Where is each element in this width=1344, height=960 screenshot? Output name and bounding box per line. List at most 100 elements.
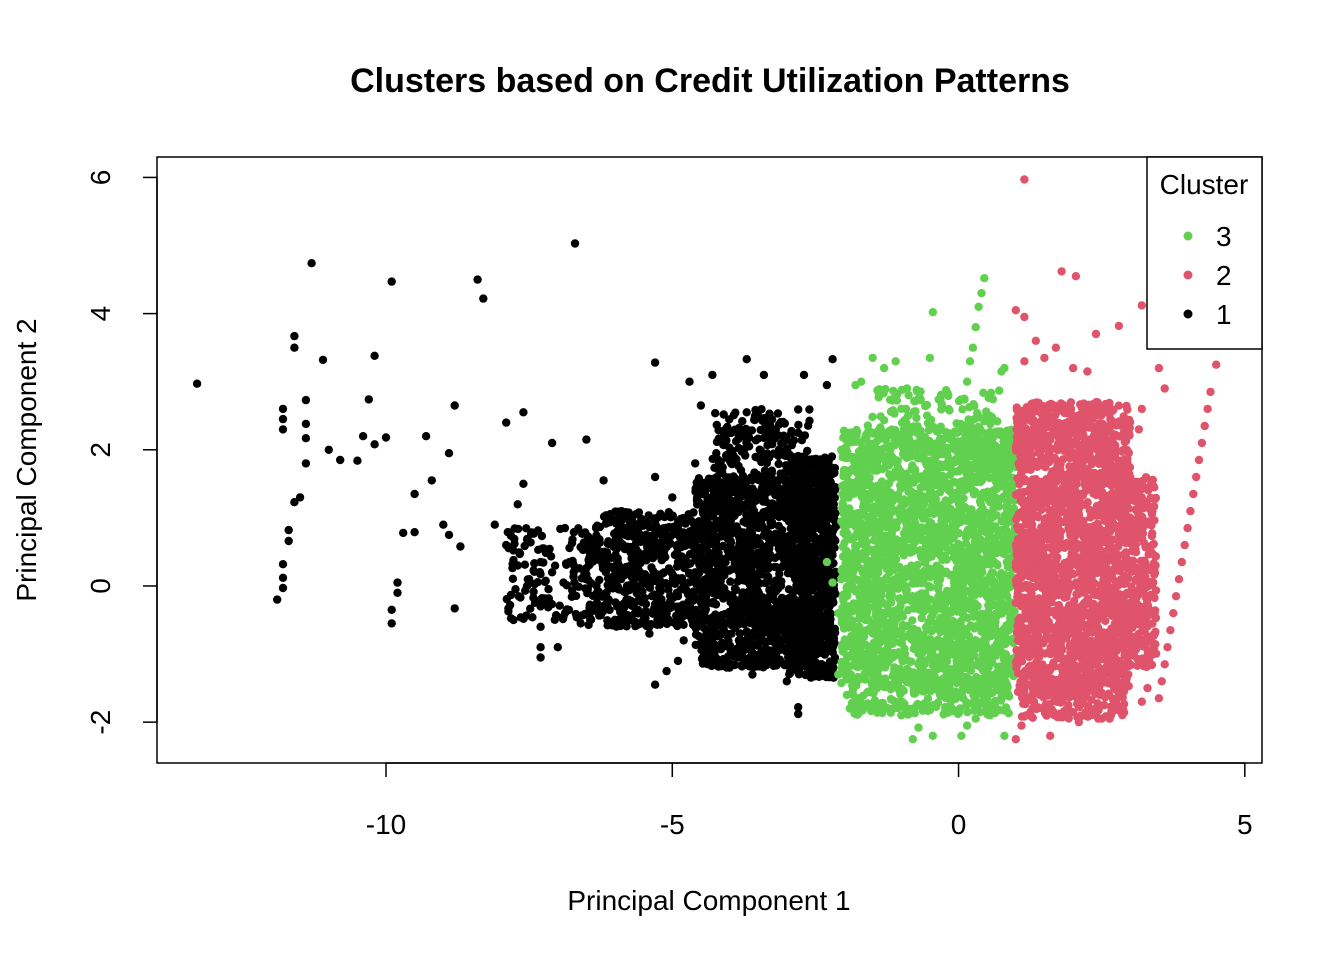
point-cluster-1	[301, 395, 311, 405]
point-cluster-1	[519, 479, 528, 488]
point-cluster-1	[290, 343, 299, 352]
point-cluster-3	[889, 636, 898, 646]
point-cluster-1	[736, 636, 746, 645]
point-cluster-1	[668, 571, 678, 580]
point-cluster-1	[634, 619, 643, 628]
point-cluster-1	[717, 662, 726, 671]
point-cluster-1	[509, 615, 518, 625]
point-cluster-1	[742, 355, 751, 364]
point-cluster-1	[793, 619, 802, 629]
point-cluster-1	[611, 598, 620, 607]
point-cluster-1	[581, 584, 590, 593]
point-cluster-1	[555, 601, 564, 610]
point-cluster-3	[909, 491, 919, 501]
point-cluster-1	[813, 479, 822, 488]
point-cluster-3	[938, 471, 947, 481]
point-cluster-1	[805, 405, 814, 414]
point-cluster-1	[547, 568, 557, 577]
point-cluster-3	[873, 548, 883, 557]
point-cluster-1	[533, 578, 542, 587]
point-cluster-1	[725, 663, 734, 672]
point-cluster-3	[928, 611, 937, 621]
point-cluster-1	[611, 528, 621, 537]
point-cluster-3	[859, 488, 869, 498]
point-cluster-1	[547, 438, 557, 448]
point-cluster-1	[815, 507, 824, 517]
point-cluster-1	[693, 530, 703, 539]
point-cluster-1	[830, 493, 839, 502]
point-cluster-3	[963, 639, 972, 648]
point-cluster-1	[772, 654, 781, 664]
point-cluster-1	[677, 542, 686, 552]
point-cluster-1	[808, 610, 817, 619]
point-cluster-1	[700, 481, 709, 490]
point-cluster-3	[951, 663, 960, 672]
point-cluster-1	[750, 415, 759, 425]
point-cluster-1	[629, 550, 638, 559]
point-cluster-3	[984, 550, 994, 560]
point-cluster-3	[879, 491, 888, 501]
point-cluster-1	[278, 583, 288, 593]
point-cluster-1	[653, 596, 662, 606]
point-cluster-1	[713, 479, 723, 488]
point-cluster-1	[613, 514, 622, 524]
point-cluster-1	[772, 576, 781, 585]
point-cluster-3	[895, 594, 905, 603]
point-cluster-1	[715, 523, 725, 533]
point-cluster-3	[964, 631, 974, 641]
point-cluster-1	[822, 486, 832, 495]
point-cluster-1	[560, 523, 570, 533]
point-cluster-3	[926, 508, 935, 518]
point-cluster-1	[450, 604, 459, 613]
point-cluster-1	[817, 627, 826, 636]
point-cluster-1	[738, 588, 748, 597]
point-cluster-1	[743, 633, 753, 642]
point-cluster-1	[636, 595, 645, 604]
point-cluster-1	[712, 536, 721, 545]
point-cluster-1	[738, 649, 747, 658]
point-cluster-3	[857, 638, 867, 648]
point-cluster-1	[617, 522, 626, 531]
point-cluster-3	[936, 529, 945, 539]
point-cluster-3	[970, 645, 980, 654]
point-cluster-1	[536, 602, 545, 611]
point-cluster-3	[950, 576, 959, 585]
point-cluster-1	[752, 624, 761, 633]
point-cluster-1	[768, 538, 777, 547]
point-cluster-1	[603, 600, 612, 609]
point-cluster-3	[839, 493, 849, 502]
point-cluster-1	[797, 577, 806, 586]
point-cluster-1	[502, 594, 511, 604]
point-cluster-1	[825, 629, 834, 638]
point-cluster-3	[908, 616, 917, 625]
point-cluster-1	[662, 666, 671, 676]
point-cluster-3	[976, 470, 985, 479]
point-cluster-1	[514, 524, 523, 534]
point-cluster-1	[529, 566, 538, 575]
point-cluster-1	[651, 530, 660, 539]
point-cluster-1	[662, 619, 672, 629]
point-cluster-1	[513, 561, 522, 570]
point-cluster-3	[898, 473, 907, 482]
point-cluster-1	[624, 508, 633, 517]
point-cluster-1	[767, 510, 776, 519]
point-cluster-3	[902, 525, 911, 534]
point-cluster-1	[593, 552, 602, 561]
point-cluster-3	[848, 582, 857, 591]
point-cluster-1	[503, 528, 512, 537]
point-cluster-1	[620, 544, 629, 554]
point-cluster-1	[733, 495, 742, 505]
point-cluster-1	[771, 587, 781, 596]
point-cluster-1	[638, 531, 647, 541]
point-cluster-1	[731, 408, 740, 417]
point-cluster-3	[997, 647, 1006, 657]
point-cluster-3	[850, 478, 859, 488]
point-cluster-1	[726, 577, 735, 586]
point-cluster-1	[711, 409, 720, 418]
point-cluster-1	[192, 379, 202, 388]
point-cluster-1	[803, 421, 813, 430]
point-cluster-3	[980, 455, 989, 465]
point-cluster-1	[828, 643, 837, 652]
point-cluster-1	[795, 610, 805, 619]
point-cluster-1	[473, 275, 482, 284]
